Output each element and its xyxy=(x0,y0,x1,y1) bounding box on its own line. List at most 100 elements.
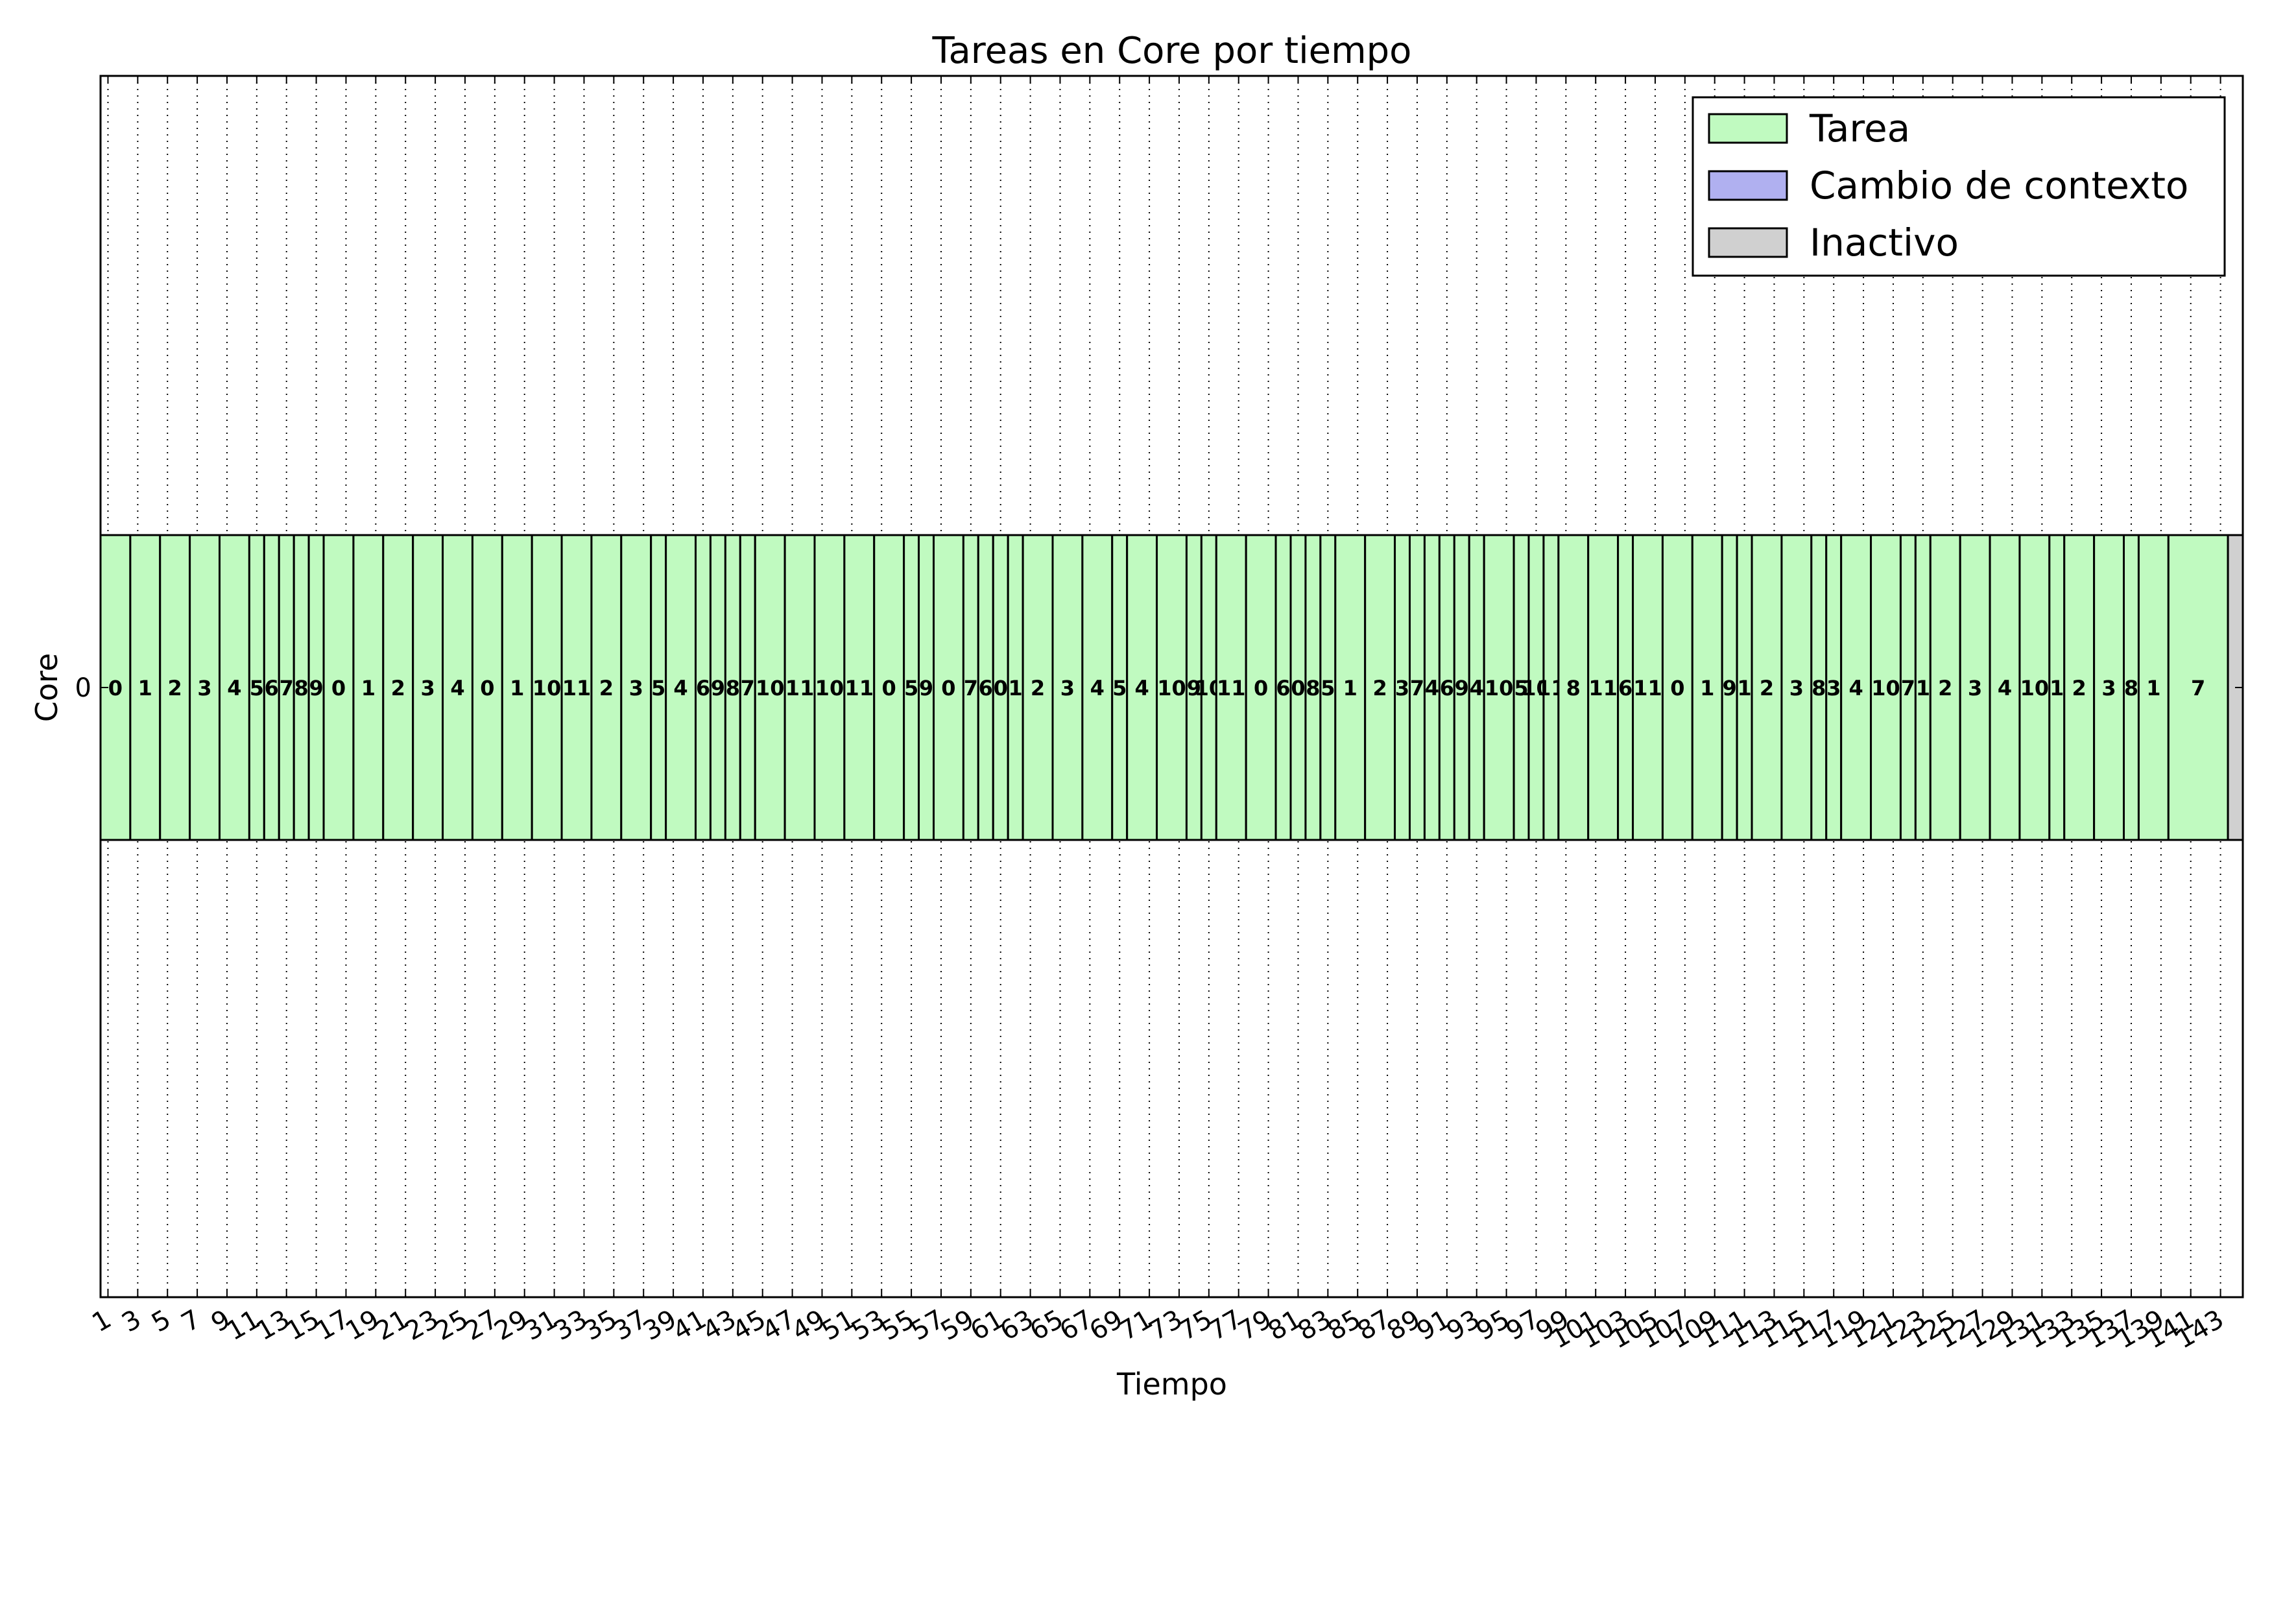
bar-label: 6 xyxy=(265,676,279,700)
bar-label: 8 xyxy=(2124,676,2138,700)
task-bar xyxy=(1989,534,2021,841)
task-bar xyxy=(813,534,846,841)
bar-label: 4 xyxy=(1470,676,1484,700)
bar-label: 5 xyxy=(651,676,665,700)
legend-label: Cambio de contexto xyxy=(1810,163,2188,208)
task-bar xyxy=(382,534,414,841)
bar-label: 1 xyxy=(1700,676,1714,700)
bar-label: 5 xyxy=(250,676,264,700)
x-axis-label: Tiempo xyxy=(1116,1367,1227,1402)
bar-label: 7 xyxy=(964,676,978,700)
bar-label: 6 xyxy=(979,676,993,700)
bar-label: 6 xyxy=(1618,676,1632,700)
task-bar xyxy=(2167,534,2229,841)
bar-label: 4 xyxy=(1425,676,1439,700)
bar-label: 2 xyxy=(1760,676,1774,700)
bar-label: 9 xyxy=(1455,676,1469,700)
legend-label: Tarea xyxy=(1809,106,1910,150)
bar-label: 1 xyxy=(361,676,376,700)
task-bar xyxy=(442,534,473,841)
task-bar xyxy=(1126,534,1158,841)
bar-label: 3 xyxy=(629,676,643,700)
task-bar xyxy=(322,534,355,841)
bar-label: 9 xyxy=(919,676,933,700)
task-bar xyxy=(2063,534,2096,841)
bar-label: 1 xyxy=(138,676,152,700)
bar-label: 11 xyxy=(785,676,815,700)
bar-label: 11 xyxy=(845,676,874,700)
bar-label: 1 xyxy=(1737,676,1751,700)
task-bar xyxy=(1081,534,1114,841)
task-bar xyxy=(501,534,533,841)
bar-label: 1 xyxy=(2146,676,2160,700)
task-bar xyxy=(1691,534,1723,841)
task-bar xyxy=(1661,534,1693,841)
bar-label: 4 xyxy=(227,676,241,700)
task-bar xyxy=(1929,534,1961,841)
bar-label: 4 xyxy=(1998,676,2012,700)
bar-label: 3 xyxy=(1060,676,1075,700)
bar-label: 0 xyxy=(1291,676,1305,700)
bar-label: 1 xyxy=(1009,676,1023,700)
bar-label: 3 xyxy=(1826,676,1841,700)
bar-label: 0 xyxy=(1670,676,1684,700)
bar-label: 11 xyxy=(1217,676,1246,700)
task-bar xyxy=(1022,534,1054,841)
bar-label: 2 xyxy=(391,676,405,700)
bar-label: 5 xyxy=(1112,676,1127,700)
legend-swatch xyxy=(1708,170,1788,201)
y-axis-ticks: 0 xyxy=(75,673,2243,703)
bar-label: 0 xyxy=(1254,676,1268,700)
legend: Tarea Cambio de contexto Inactivo xyxy=(1692,96,2226,277)
bar-group: 0 1 2 3 4 5 6 7 8 9 0 1 2 3 4 0 1 10 11 2 3 5 4 6 9 8 7 10 11 10 11 0 5 9… xyxy=(99,534,2244,841)
bar-label: 1 xyxy=(510,676,524,700)
legend-swatch xyxy=(1708,227,1788,258)
bar-label: 4 xyxy=(1090,676,1105,700)
bar-label: 10 xyxy=(2020,676,2050,700)
bar-label: 8 xyxy=(294,676,309,700)
task-bar xyxy=(754,534,786,841)
bar-label: 6 xyxy=(1276,676,1290,700)
bar-label: 2 xyxy=(1031,676,1045,700)
task-bar xyxy=(590,534,623,841)
bar-label: 11 xyxy=(1588,676,1618,700)
bar-label: 3 xyxy=(197,676,211,700)
bar-label: 5 xyxy=(904,676,918,700)
bar-label: 9 xyxy=(309,676,323,700)
task-bar xyxy=(1780,534,1813,841)
task-bar xyxy=(933,534,964,841)
bar-label: 2 xyxy=(599,676,614,700)
bar-label: 6 xyxy=(1440,676,1454,700)
bar-label: 2 xyxy=(1372,676,1387,700)
task-bar xyxy=(159,534,191,841)
bar-label: 8 xyxy=(1566,676,1581,700)
bar-label: 11 xyxy=(1633,676,1662,700)
bar-label: 0 xyxy=(882,676,896,700)
task-bar xyxy=(620,534,652,841)
bar-label: 8 xyxy=(1306,676,1320,700)
bar-label: 2 xyxy=(1938,676,1952,700)
bar-label: 7 xyxy=(1410,676,1424,700)
bar-label: 3 xyxy=(2101,676,2116,700)
task-bar xyxy=(2137,534,2170,841)
bar-label: 9 xyxy=(711,676,725,700)
bar-label: 2 xyxy=(168,676,182,700)
bar-label: 1 xyxy=(2050,676,2064,700)
bar-label: 3 xyxy=(1968,676,1982,700)
bar-label: 8 xyxy=(726,676,740,700)
plot-frame xyxy=(99,75,2244,1298)
bar-label: 2 xyxy=(2072,676,2087,700)
bar-label: 0 xyxy=(994,676,1008,700)
task-bar xyxy=(1156,534,1188,841)
bar-label: 10 xyxy=(1485,676,1514,700)
bar-label: 3 xyxy=(1395,676,1409,700)
task-bar xyxy=(873,534,905,841)
bar-label: 0 xyxy=(331,676,346,700)
task-bar xyxy=(531,534,563,841)
y-tick-label: 0 xyxy=(75,673,91,703)
task-bar xyxy=(412,534,444,841)
task-bar xyxy=(189,534,221,841)
bar-label: 10 xyxy=(815,676,844,700)
task-bar xyxy=(2093,534,2125,841)
